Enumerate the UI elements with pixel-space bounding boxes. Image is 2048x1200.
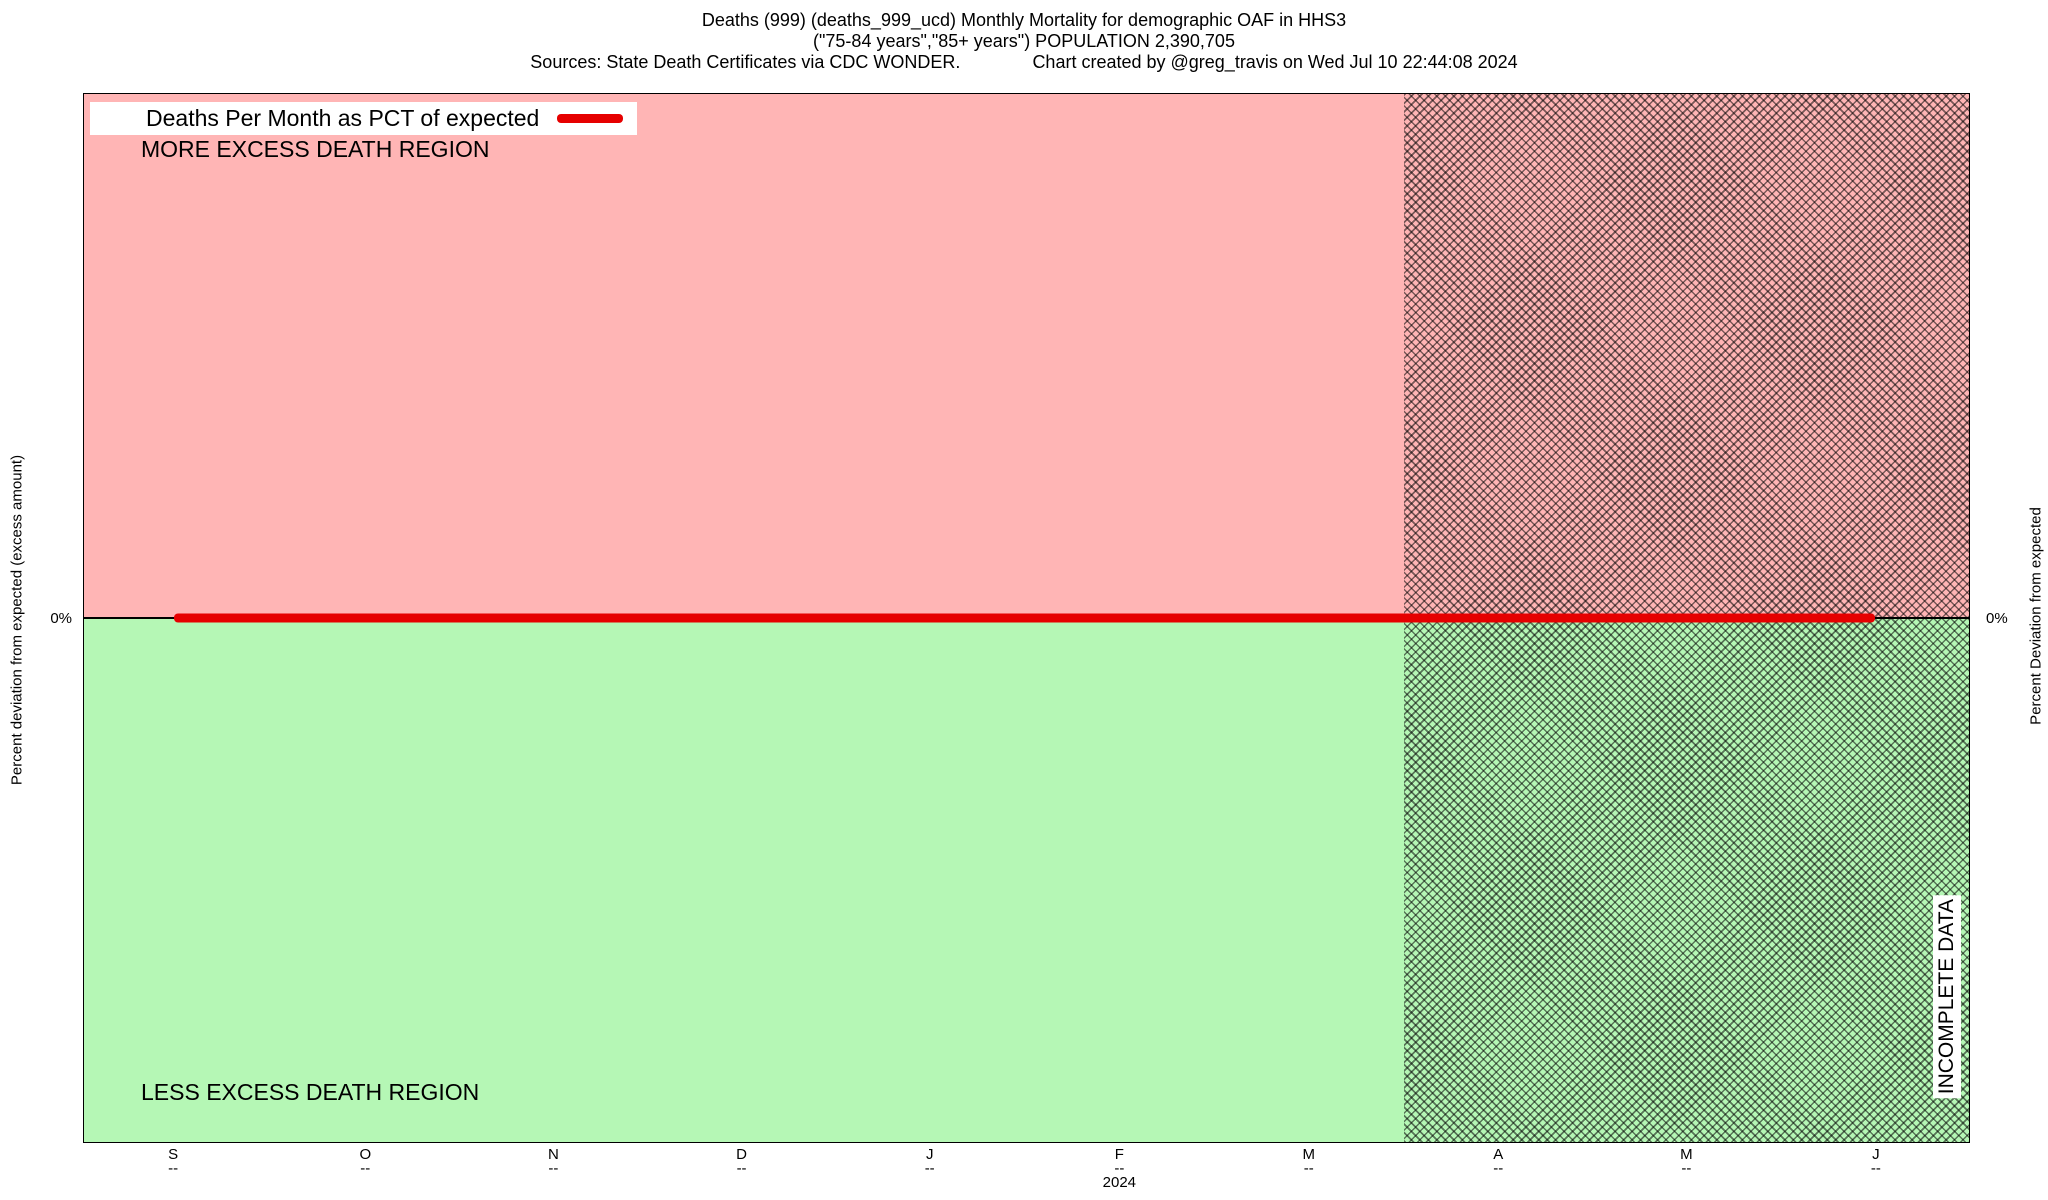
x-tick-jun: J -- [1870, 1146, 1881, 1177]
x-tick-sep: S -- [168, 1146, 179, 1177]
legend-line-swatch [557, 114, 624, 123]
legend-label: Deaths Per Month as PCT of expected [146, 105, 540, 131]
x-tick-sub: -- [548, 1160, 559, 1177]
x-tick-may: M -- [1680, 1146, 1693, 1177]
x-tick-sub: -- [1493, 1160, 1504, 1177]
left-axis-label: Percent deviation from expected (excess … [8, 454, 26, 786]
x-axis-ticks: S -- O -- N -- D -- J -- F -- 2024 M -- [83, 1146, 1970, 1200]
x-tick-label: A [1493, 1146, 1504, 1163]
x-tick-nov: N -- [548, 1146, 559, 1177]
x-tick-sub: -- [1114, 1160, 1125, 1177]
x-tick-mar: M -- [1302, 1146, 1316, 1177]
x-tick-label: J [1872, 1146, 1880, 1163]
more-excess-region-label: MORE EXCESS DEATH REGION [141, 136, 490, 162]
chart-title-line1: Deaths (999) (deaths_999_ucd) Monthly Mo… [701, 10, 1347, 30]
x-tick-sub: -- [924, 1160, 935, 1177]
zero-percent-label-right: 0% [1986, 610, 2008, 627]
x-tick-dec: D -- [736, 1146, 747, 1177]
x-tick-label: M [1302, 1146, 1316, 1163]
chart-titles: Deaths (999) (deaths_999_ucd) Monthly Mo… [0, 10, 2048, 73]
chart-title-line2: ("75-84 years","85+ years") POPULATION 2… [813, 31, 1235, 51]
x-tick-label: F [1114, 1146, 1124, 1163]
right-axis-label: Percent Deviation from expected [2027, 507, 2045, 725]
incomplete-data-label: INCOMPLETE DATA [1933, 894, 1961, 1098]
x-tick-sub: -- [1303, 1160, 1314, 1177]
x-tick-sub: -- [360, 1160, 371, 1177]
x-tick-oct: O -- [359, 1146, 372, 1177]
x-tick-apr: A -- [1493, 1146, 1504, 1177]
chart-sources-text: Sources: State Death Certificates via CD… [530, 52, 961, 72]
less-excess-region-label: LESS EXCESS DEATH REGION [141, 1079, 480, 1105]
x-tick-label: J [925, 1146, 934, 1163]
deaths-series-line [174, 613, 1876, 623]
chart-title-line3: Sources: State Death Certificates via CD… [0, 52, 2048, 73]
zero-percent-label-left: 0% [50, 610, 72, 627]
x-tick-sub: -- [168, 1160, 179, 1177]
chart-credit-text: Chart created by @greg_travis on Wed Jul… [1032, 52, 1518, 72]
x-tick-label: S [168, 1146, 179, 1163]
x-tick-feb: F -- 2024 [1102, 1146, 1137, 1191]
legend: Deaths Per Month as PCT of expected [90, 102, 638, 135]
x-tick-sub: -- [736, 1160, 747, 1177]
x-tick-label: M [1680, 1146, 1693, 1163]
plot-area: Deaths Per Month as PCT of expected MORE… [83, 93, 1970, 1143]
year-label: 2024 [1102, 1174, 1137, 1191]
x-tick-label: D [736, 1146, 747, 1163]
x-tick-jan: J -- [924, 1146, 935, 1177]
x-tick-label: N [548, 1146, 559, 1163]
x-tick-sub: -- [1870, 1160, 1881, 1177]
x-tick-sub: -- [1681, 1160, 1692, 1177]
x-tick-label: O [359, 1146, 372, 1163]
